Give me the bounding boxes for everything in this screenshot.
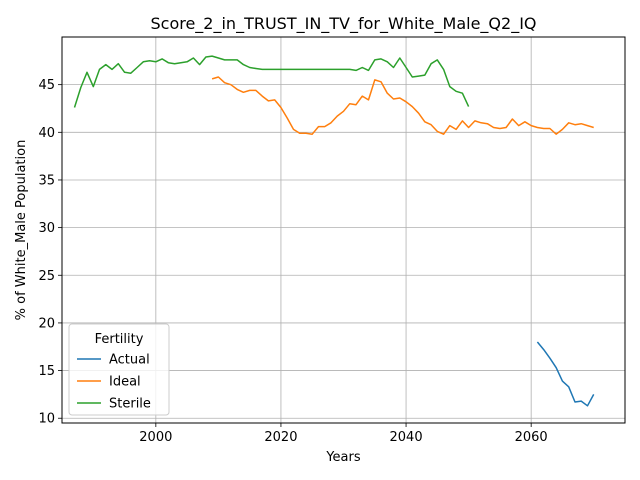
plot-frame <box>61 36 626 424</box>
x-tick-label: 2040 <box>390 430 423 445</box>
x-axis-label: Years <box>325 450 361 465</box>
legend-box <box>68 323 170 416</box>
y-tick-label: 35 <box>38 173 55 188</box>
legend-title: Fertility <box>95 332 144 347</box>
y-tick-label: 45 <box>38 78 55 93</box>
series-line-actual <box>536 341 595 407</box>
y-tick-label: 25 <box>38 269 55 284</box>
x-tick-label: 2060 <box>515 430 548 445</box>
ticks: 2000 2020 2040 2060 10 15 20 25 30 35 40 45 <box>38 78 547 445</box>
legend-label-actual: Actual <box>109 353 150 368</box>
legend: Fertility Actual Ideal Sterile <box>68 323 170 416</box>
y-tick-label: 10 <box>38 412 55 427</box>
y-tick-label: 30 <box>38 221 55 236</box>
legend-label-ideal: Ideal <box>109 375 141 390</box>
series-line-sterile <box>73 55 470 108</box>
x-tick-label: 2000 <box>139 430 172 445</box>
x-tick-label: 2020 <box>264 430 297 445</box>
y-tick-label: 20 <box>38 316 55 331</box>
y-axis-label: % of White_Male Population <box>14 140 29 321</box>
series-line-ideal <box>211 76 594 135</box>
y-tick-label: 40 <box>38 126 55 141</box>
chart-title: Score_2_in_TRUST_IN_TV_for_White_Male_Q2… <box>150 14 536 34</box>
y-tick-label: 15 <box>38 364 55 379</box>
series-group <box>73 55 595 407</box>
legend-label-sterile: Sterile <box>109 397 151 412</box>
